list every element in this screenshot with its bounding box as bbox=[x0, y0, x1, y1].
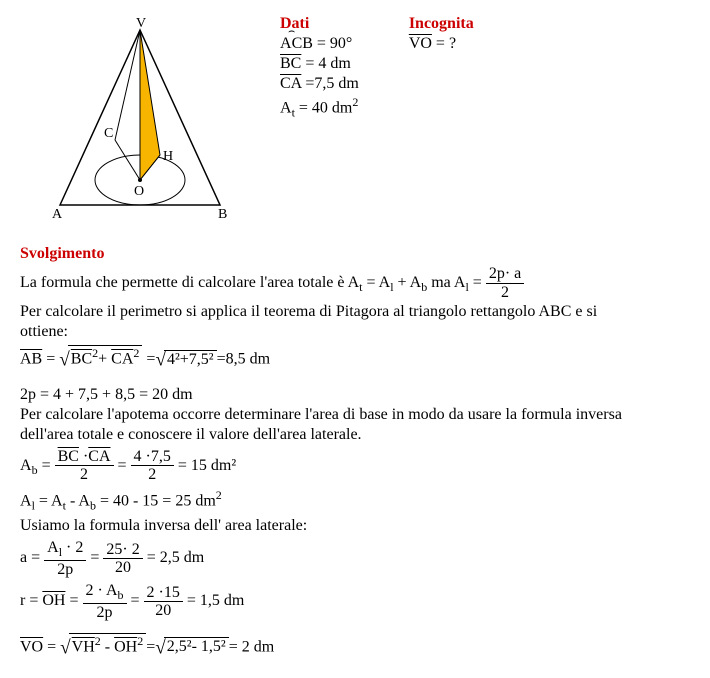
incognita-title: Incognita bbox=[409, 15, 474, 33]
line-1: La formula che permette di calcolare l'a… bbox=[20, 265, 710, 301]
eq-vo: VO = √VH2 - OH2=√ 2,5²- 1,5²= 2 dm bbox=[20, 633, 710, 659]
eq-al: Al = At - Ab = 40 - 15 = 25 dm2 bbox=[20, 488, 710, 514]
line-4: 2p = 4 + 7,5 + 8,5 = 20 dm bbox=[20, 386, 710, 404]
dati-at: At = 40 dm2 bbox=[280, 95, 359, 121]
label-B: B bbox=[218, 207, 227, 222]
label-V: V bbox=[136, 16, 146, 31]
line-3: ottiene: bbox=[20, 323, 710, 341]
dati-acb: A⌢CB = 90° bbox=[280, 35, 359, 53]
dati-bc: BC = 4 dm bbox=[280, 55, 359, 73]
svolgimento-title: Svolgimento bbox=[20, 245, 710, 263]
incognita-block: Incognita VO = ? bbox=[409, 15, 474, 121]
label-A: A bbox=[52, 207, 63, 222]
label-C: C bbox=[104, 126, 113, 141]
line-7: Usiamo la formula inversa dell' area lat… bbox=[20, 517, 710, 535]
dati-block: Dati A⌢CB = 90° BC = 4 dm CA =7,5 dm At … bbox=[280, 15, 359, 121]
line-2: Per calcolare il perimetro si applica il… bbox=[20, 303, 710, 321]
line-6: dell'area totale e conoscere il valore d… bbox=[20, 426, 710, 444]
eq-ab-area: Ab = BC ·CA2 = 4 ·7,52 = 15 dm² bbox=[20, 448, 710, 484]
eq-ab: AB = √BC2+ CA2 =√ 4²+7,5²=8,5 dm bbox=[20, 345, 710, 371]
eq-r: r = OH = 2 · Ab2p = 2 ·1520 = 1,5 dm bbox=[20, 582, 710, 621]
geometry-diagram: V A B C H O bbox=[20, 15, 260, 230]
dati-ca: CA =7,5 dm bbox=[280, 75, 359, 93]
incognita-vo: VO = ? bbox=[409, 35, 474, 53]
line-5: Per calcolare l'apotema occorre determin… bbox=[20, 406, 710, 424]
label-H: H bbox=[163, 149, 173, 164]
eq-a: a = Al · 22p = 25· 220 = 2,5 dm bbox=[20, 539, 710, 578]
label-O: O bbox=[134, 184, 144, 199]
